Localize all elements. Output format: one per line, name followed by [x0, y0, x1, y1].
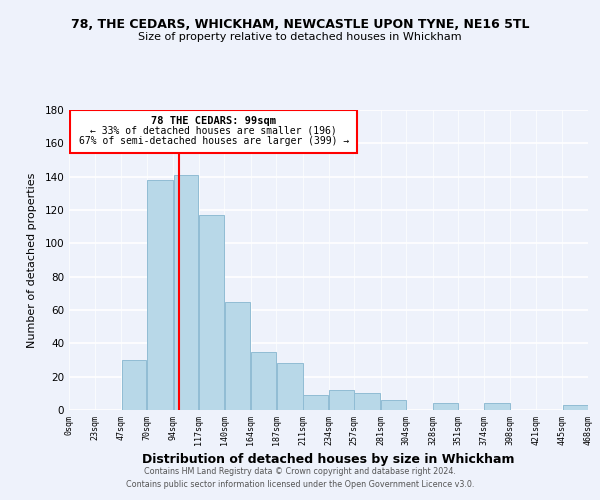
FancyBboxPatch shape [70, 110, 358, 154]
Bar [199, 215, 224, 410]
Bar [355, 394, 380, 410]
Text: Size of property relative to detached houses in Whickham: Size of property relative to detached ho… [138, 32, 462, 42]
Bar [147, 180, 173, 410]
Bar [563, 405, 587, 410]
Bar [225, 302, 250, 410]
Bar [381, 400, 406, 410]
Text: Contains HM Land Registry data © Crown copyright and database right 2024.: Contains HM Land Registry data © Crown c… [144, 467, 456, 476]
Text: Contains public sector information licensed under the Open Government Licence v3: Contains public sector information licen… [126, 480, 474, 489]
Text: 78 THE CEDARS: 99sqm: 78 THE CEDARS: 99sqm [151, 116, 276, 126]
Bar [433, 404, 458, 410]
Text: ← 33% of detached houses are smaller (196): ← 33% of detached houses are smaller (19… [91, 126, 337, 136]
Bar [329, 390, 353, 410]
Bar [277, 364, 302, 410]
Bar [122, 360, 146, 410]
Bar [484, 404, 510, 410]
Text: 78, THE CEDARS, WHICKHAM, NEWCASTLE UPON TYNE, NE16 5TL: 78, THE CEDARS, WHICKHAM, NEWCASTLE UPON… [71, 18, 529, 30]
Bar [304, 395, 328, 410]
Bar [251, 352, 276, 410]
Text: 67% of semi-detached houses are larger (399) →: 67% of semi-detached houses are larger (… [79, 136, 349, 146]
Bar [173, 175, 199, 410]
X-axis label: Distribution of detached houses by size in Whickham: Distribution of detached houses by size … [142, 453, 515, 466]
Y-axis label: Number of detached properties: Number of detached properties [28, 172, 37, 348]
